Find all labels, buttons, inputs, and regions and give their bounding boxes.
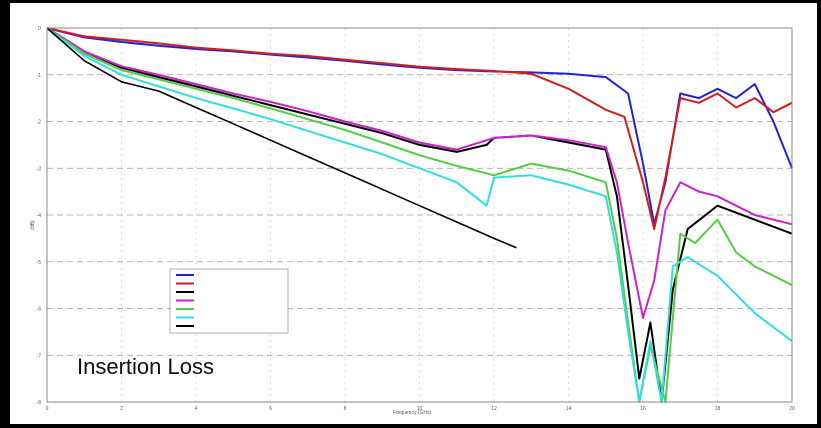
- series-line-5: [46, 27, 793, 403]
- x-tick-label: 4: [195, 406, 198, 412]
- series-line-7: [46, 27, 517, 249]
- y-tick-label: -8: [37, 400, 42, 406]
- x-tick-label: 14: [566, 406, 572, 412]
- y-tick-label: -7: [37, 353, 42, 359]
- y-tick-label: -4: [37, 213, 42, 219]
- insertion-loss-label: Insertion Loss: [77, 354, 214, 379]
- x-tick-label: 10: [417, 406, 423, 412]
- legend: [169, 268, 289, 334]
- tick-labels: -8 -7 -6 -5 -4 -3 -2 -1 0 0 2 4 6 8 10 12 14 16 18 20: [37, 26, 795, 412]
- y-tick-label: -1: [37, 73, 42, 79]
- x-tick-label: 6: [269, 406, 272, 412]
- x-tick-label: 12: [491, 406, 497, 412]
- y-tick-label: -2: [37, 120, 42, 126]
- series-line-4: [46, 27, 793, 319]
- y-axis-label: (dB): [30, 220, 36, 230]
- x-tick-label: 2: [120, 406, 123, 412]
- series-line-2: [46, 27, 793, 230]
- x-axis-label: Frequency (GHz): [393, 410, 432, 416]
- x-tick-label: 8: [344, 406, 347, 412]
- y-tick-label: -6: [37, 307, 42, 313]
- series-line-1: [46, 27, 793, 226]
- x-tick-label: 20: [789, 406, 795, 412]
- x-tick-label: 18: [715, 406, 721, 412]
- grid: [46, 27, 793, 403]
- plot-area-border: [46, 27, 793, 403]
- y-tick-label: -3: [37, 166, 42, 172]
- x-tick-label: 0: [46, 406, 49, 412]
- y-tick-label: -5: [37, 260, 42, 266]
- series-line-6: [46, 27, 793, 403]
- x-tick-label: 16: [640, 406, 646, 412]
- y-tick-label: 0: [38, 26, 41, 32]
- series-group: [46, 27, 793, 403]
